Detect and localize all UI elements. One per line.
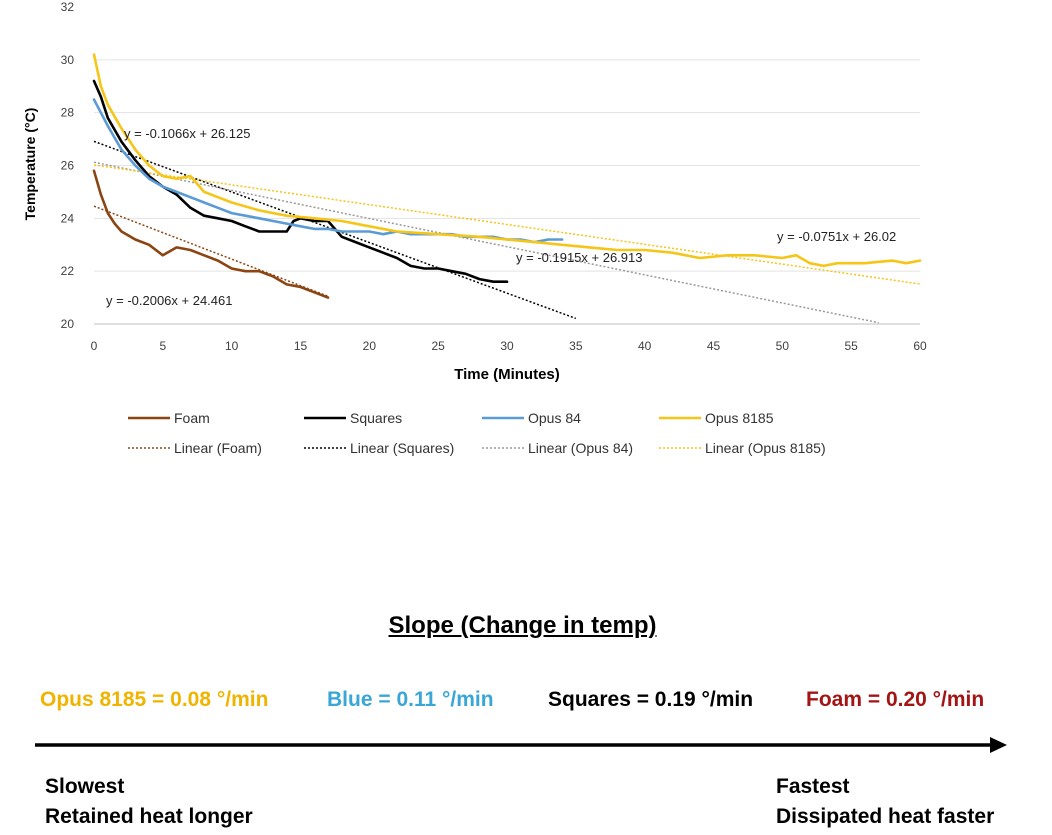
slowest-title: Slowest	[45, 775, 125, 798]
y-tick-label: 28	[61, 106, 75, 120]
x-tick-label: 30	[500, 339, 514, 353]
y-axis-title: Temperature (°C)	[22, 108, 38, 221]
x-tick-label: 35	[569, 339, 583, 353]
y-tick-label: 26	[61, 159, 75, 173]
x-axis-ticks: 0 5 10 15 20 25 30 35 40 45 50 55 60	[91, 339, 927, 353]
slope-title: Slope (Change in temp)	[388, 612, 657, 639]
equation-squares: y = -0.1915x + 26.913	[516, 250, 642, 265]
x-axis-title: Time (Minutes)	[454, 366, 560, 383]
x-tick-label: 45	[707, 339, 721, 353]
legend-label-linear-foam: Linear (Foam)	[174, 440, 262, 456]
legend: Foam Squares Opus 84 Opus 8185 Linear (F…	[128, 410, 826, 456]
legend-label-linear-opus84: Linear (Opus 84)	[528, 440, 633, 456]
legend-label-opus84: Opus 84	[528, 410, 581, 426]
x-tick-label: 25	[431, 339, 445, 353]
trendline-opus8185	[93, 164, 921, 285]
fastest-label: Fastest Dissipated heat faster	[776, 772, 994, 832]
x-tick-label: 0	[91, 339, 98, 353]
series-line-foam	[92, 169, 330, 299]
y-axis-ticks: 20 22 24 26 28 30 32	[61, 0, 75, 331]
y-tick-label: 22	[61, 264, 75, 278]
trendline-foam	[93, 205, 329, 297]
legend-label-opus8185: Opus 8185	[705, 410, 774, 426]
equation-opus84: y = -0.1066x + 26.125	[124, 126, 250, 141]
slowest-label: Slowest Retained heat longer	[45, 772, 253, 832]
x-tick-label: 50	[776, 339, 790, 353]
speed-arrow	[35, 737, 1007, 753]
legend-label-foam: Foam	[174, 410, 210, 426]
series-line-squares	[92, 79, 509, 284]
equation-opus8185: y = -0.0751x + 26.02	[777, 229, 896, 244]
y-tick-label: 20	[61, 317, 75, 331]
equation-foam: y = -0.2006x + 24.461	[106, 293, 232, 308]
gridlines	[94, 59, 920, 272]
slowest-subtitle: Retained heat longer	[45, 805, 253, 828]
x-tick-label: 5	[159, 339, 166, 353]
trendline-opus84	[93, 161, 879, 324]
x-tick-label: 15	[294, 339, 308, 353]
y-tick-label: 32	[61, 0, 75, 14]
rate-opus8185: Opus 8185 = 0.08 °/min	[40, 688, 269, 711]
series-line-opus8185	[92, 53, 922, 268]
fastest-subtitle: Dissipated heat faster	[776, 805, 995, 828]
legend-label-squares: Squares	[350, 410, 402, 426]
rate-foam: Foam = 0.20 °/min	[806, 688, 985, 711]
y-tick-label: 30	[61, 53, 75, 67]
legend-label-linear-squares: Linear (Squares)	[350, 440, 454, 456]
x-tick-label: 20	[363, 339, 377, 353]
y-tick-label: 24	[61, 211, 75, 225]
x-tick-label: 10	[225, 339, 239, 353]
x-tick-label: 55	[844, 339, 858, 353]
legend-label-linear-opus8185: Linear (Opus 8185)	[705, 440, 826, 456]
x-tick-label: 40	[638, 339, 652, 353]
x-tick-label: 60	[913, 339, 927, 353]
rate-blue: Blue = 0.11 °/min	[327, 688, 494, 711]
fastest-title: Fastest	[776, 775, 850, 798]
rate-squares: Squares = 0.19 °/min	[548, 688, 754, 711]
data-series	[92, 53, 922, 299]
